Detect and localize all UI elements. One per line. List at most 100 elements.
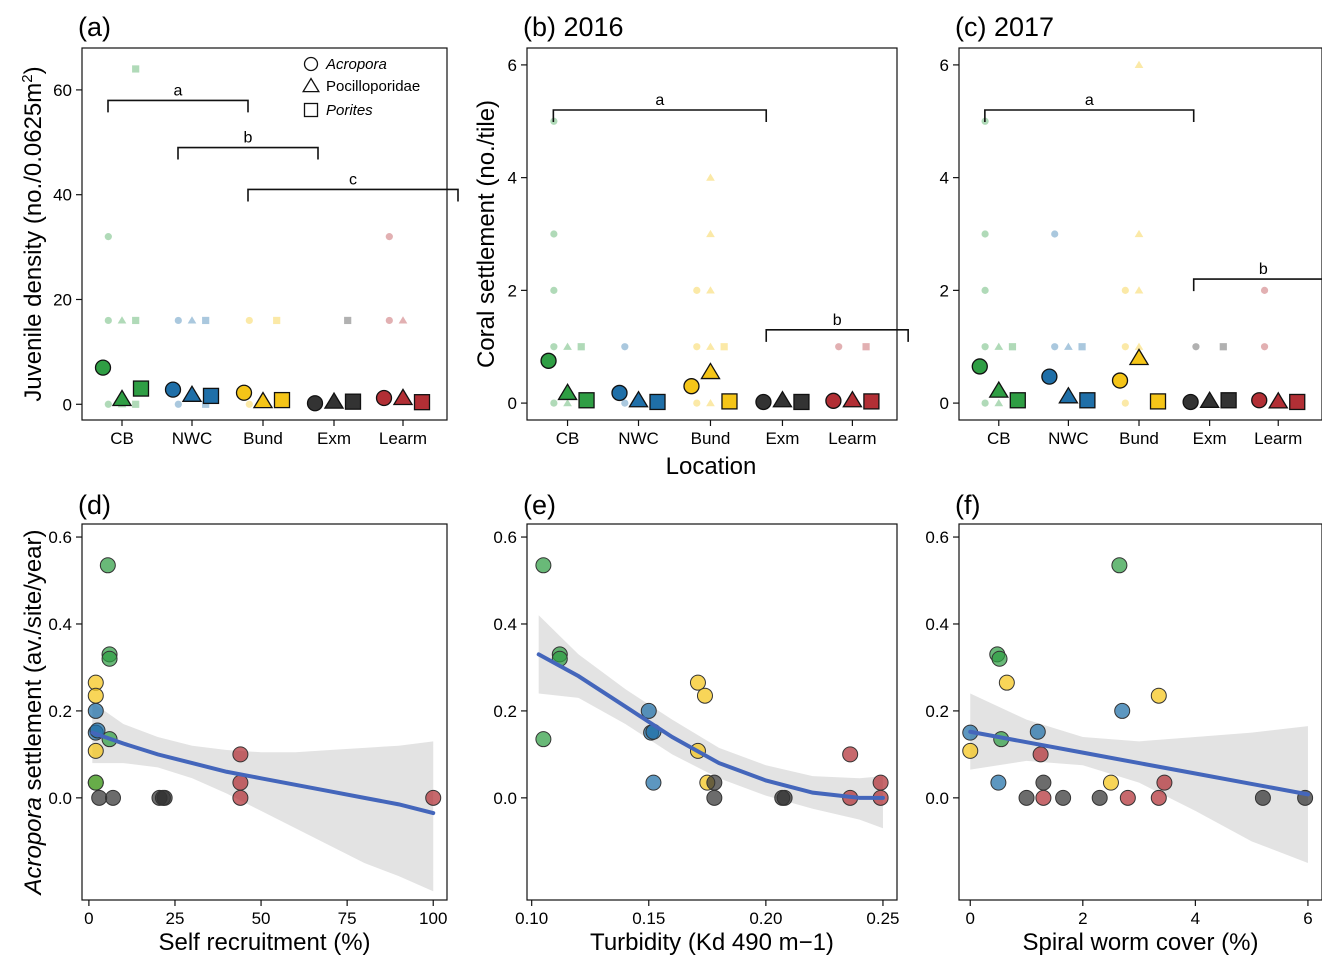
raw-point xyxy=(693,343,701,351)
raw-point xyxy=(1134,342,1144,350)
data-point xyxy=(1032,746,1049,763)
x-tick-label: 0 xyxy=(84,909,93,928)
data-point xyxy=(1114,702,1131,719)
x-tick-label: NWC xyxy=(618,429,659,448)
mean-point xyxy=(392,388,414,406)
raw-point xyxy=(1134,286,1144,294)
data-point xyxy=(645,774,662,791)
significance-bracket xyxy=(177,146,319,160)
y-tick-label: 20 xyxy=(53,290,72,309)
y-tick-label: 0.4 xyxy=(48,615,72,634)
confidence-band xyxy=(538,615,883,829)
mean-point xyxy=(721,393,738,410)
raw-point xyxy=(550,399,558,407)
data-point xyxy=(1055,789,1072,806)
mean-point xyxy=(611,384,628,402)
data-point xyxy=(87,742,104,759)
raw-point xyxy=(550,230,558,238)
bracket-label: b xyxy=(244,130,253,147)
x-axis-title: Spiral worm cover (%) xyxy=(1022,929,1258,956)
mean-point xyxy=(700,362,721,380)
bracket-label: b xyxy=(1259,261,1268,278)
y-tick-label: 0.4 xyxy=(493,615,517,634)
y-tick-label: 0.0 xyxy=(48,789,72,808)
y-tick-label: 2 xyxy=(940,281,949,300)
mean-point xyxy=(557,383,578,401)
raw-point xyxy=(398,316,408,324)
raw-point xyxy=(693,399,701,407)
data-point xyxy=(842,746,859,763)
raw-point xyxy=(994,342,1004,350)
data-point xyxy=(91,789,108,806)
y-tick-label: 60 xyxy=(53,81,72,100)
raw-point xyxy=(344,316,352,325)
mean-point xyxy=(1041,368,1058,385)
y-tick-label: 6 xyxy=(940,56,949,75)
x-tick-label: CB xyxy=(556,429,580,448)
mean-point xyxy=(772,390,793,408)
raw-point xyxy=(550,286,558,294)
fit-line xyxy=(536,652,885,800)
legend-circle-icon xyxy=(303,56,319,72)
y-axis-title-superscript: 2 xyxy=(19,74,36,82)
mean-point xyxy=(649,393,666,411)
mean-point xyxy=(1058,386,1079,404)
x-tick-label: 50 xyxy=(252,909,271,928)
data-point xyxy=(1091,789,1108,806)
data-point xyxy=(696,687,713,704)
mean-point xyxy=(825,392,842,409)
panel-label: (d) xyxy=(78,490,111,520)
x-tick-label: 0.20 xyxy=(749,909,782,928)
mean-point xyxy=(1149,393,1167,410)
raw-point xyxy=(693,286,701,294)
mean-point xyxy=(683,378,700,395)
y-tick-label: 0.2 xyxy=(925,702,949,721)
data-point xyxy=(101,650,118,667)
raw-point xyxy=(104,400,112,408)
x-axis-title-location: Location xyxy=(666,453,757,480)
raw-point xyxy=(1260,343,1269,351)
raw-point xyxy=(621,399,629,407)
mean-point xyxy=(181,384,203,402)
raw-point xyxy=(117,316,127,324)
x-tick-label: Learm xyxy=(828,429,876,448)
data-point xyxy=(1018,789,1035,806)
raw-point xyxy=(1008,343,1017,351)
x-tick-label: Bund xyxy=(691,429,731,448)
mean-point xyxy=(306,395,324,412)
significance-bracket xyxy=(765,329,909,342)
data-point xyxy=(962,742,979,759)
mean-point xyxy=(132,380,150,397)
bracket-label: c xyxy=(349,171,357,188)
legend: Acropora Pocilloporidae Porites xyxy=(302,56,420,119)
plot-frame xyxy=(526,523,898,901)
raw-point xyxy=(1078,343,1086,351)
panel-label: (f) xyxy=(955,490,980,520)
y-tick-label: 40 xyxy=(53,186,72,205)
significance-bracket xyxy=(247,188,459,202)
x-tick-label: 75 xyxy=(338,909,357,928)
mean-point xyxy=(1251,392,1268,409)
confidence-band xyxy=(970,693,1308,864)
fit-line xyxy=(90,730,436,816)
data-point xyxy=(991,650,1008,667)
raw-point xyxy=(104,316,112,325)
data-point xyxy=(1102,774,1119,791)
mean-point xyxy=(375,389,393,407)
raw-point xyxy=(706,286,715,294)
legend-square-icon xyxy=(303,102,319,118)
data-point xyxy=(1111,557,1128,574)
mean-point xyxy=(1111,372,1129,389)
raw-point xyxy=(577,343,585,351)
mean-point xyxy=(863,393,880,410)
mean-point xyxy=(273,391,291,409)
data-point xyxy=(87,774,104,791)
mean-point xyxy=(1199,390,1220,408)
x-tick-label: 100 xyxy=(419,909,447,928)
mean-point xyxy=(1009,392,1026,409)
raw-point xyxy=(1064,342,1073,350)
x-axis-title: Turbidity (Kd 490 m−1) xyxy=(590,929,834,956)
raw-point xyxy=(706,229,715,238)
x-tick-label: Learm xyxy=(1254,429,1302,448)
